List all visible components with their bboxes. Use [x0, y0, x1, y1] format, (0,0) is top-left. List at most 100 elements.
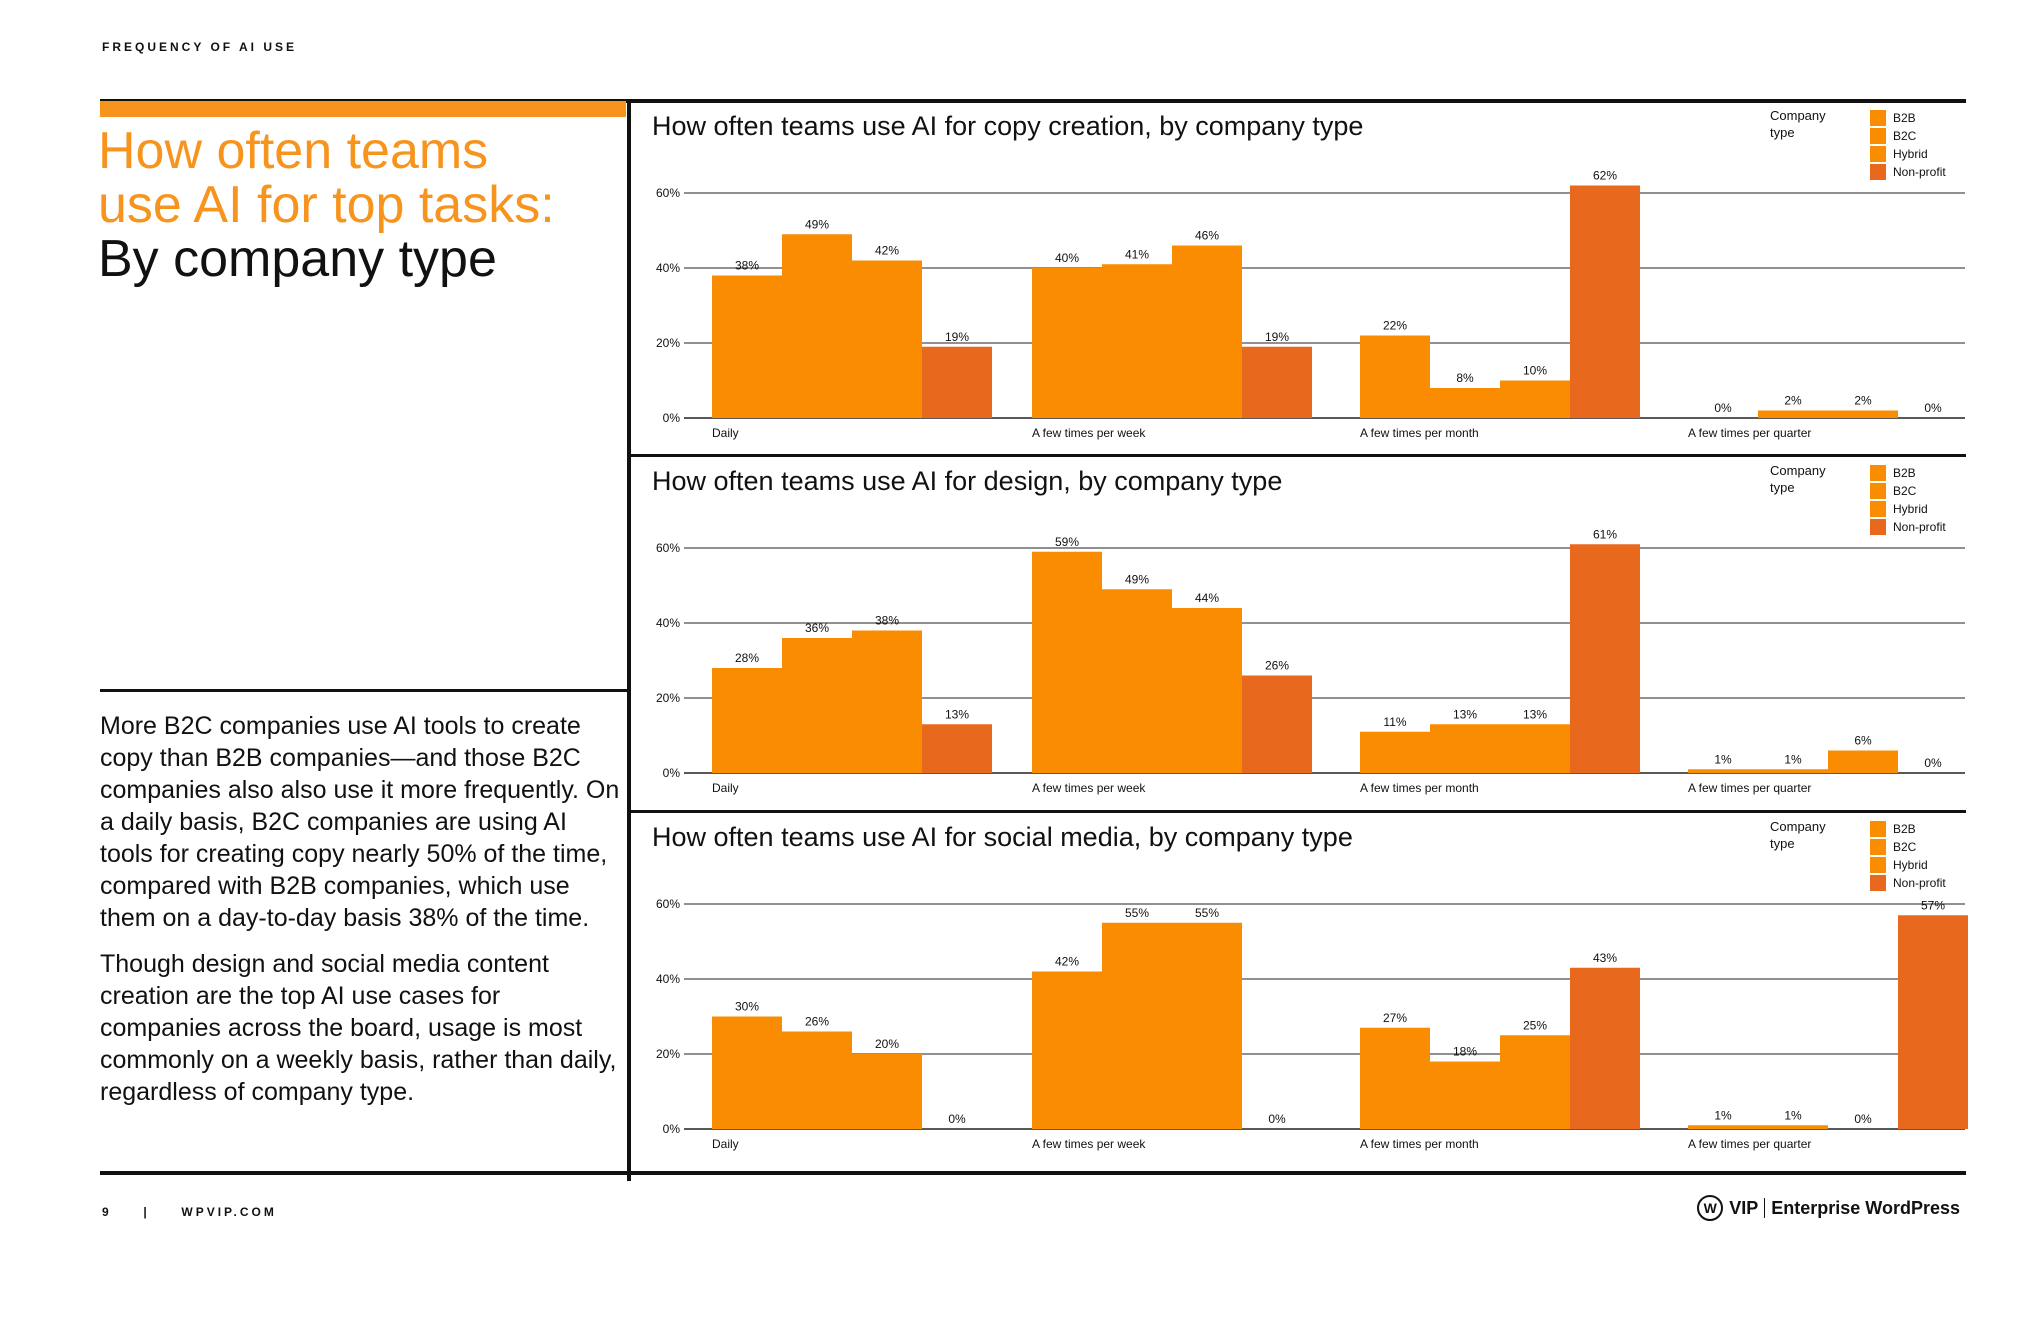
legend-title: type — [1770, 480, 1795, 495]
x-category-label: A few times per month — [1360, 1137, 1479, 1151]
bar-b2c-1 — [1102, 589, 1172, 773]
text-divider — [100, 689, 627, 692]
legend-label: B2C — [1893, 129, 1917, 143]
page-headline: How often teams use AI for top tasks: By… — [98, 124, 555, 286]
data-label: 28% — [735, 651, 759, 665]
bar-b2b-3 — [1688, 769, 1758, 773]
legend-swatch — [1870, 146, 1886, 162]
x-category-label: A few times per week — [1032, 426, 1146, 440]
bar-b2b-2 — [1360, 1027, 1430, 1129]
data-label: 62% — [1593, 169, 1617, 183]
bar-b2c-3 — [1758, 1125, 1828, 1129]
accent-bar — [100, 101, 626, 117]
body-paragraph-2: Though design and social media content c… — [100, 950, 617, 1106]
data-label: 0% — [1924, 756, 1942, 770]
data-label: 1% — [1784, 752, 1802, 766]
legend-label: Hybrid — [1893, 502, 1928, 516]
bar-b2c-2 — [1430, 724, 1500, 773]
legend-swatch — [1870, 857, 1886, 873]
bar-hybrid-1 — [1172, 922, 1242, 1129]
data-label: 27% — [1383, 1011, 1407, 1025]
bar-b2b-1 — [1032, 268, 1102, 418]
legend-title: type — [1770, 836, 1795, 851]
bar-hybrid-2 — [1500, 1035, 1570, 1129]
data-label: 0% — [948, 1112, 966, 1126]
footer-site[interactable]: WPVIP.COM — [181, 1205, 277, 1219]
bar-b2c-0 — [782, 638, 852, 773]
legend-swatch — [1870, 465, 1886, 481]
data-label: 20% — [875, 1037, 899, 1051]
data-label: 40% — [1055, 251, 1079, 265]
legend-title: type — [1770, 125, 1795, 140]
data-label: 36% — [805, 621, 829, 635]
y-tick-label: 60% — [656, 897, 680, 911]
data-label: 59% — [1055, 535, 1079, 549]
chart-title: How often teams use AI for copy creation… — [652, 111, 1363, 141]
data-label: 0% — [1714, 401, 1732, 415]
footer-separator: | — [143, 1205, 150, 1219]
y-tick-label: 20% — [656, 336, 680, 350]
chart-title: How often teams use AI for social media,… — [652, 822, 1353, 852]
brand-vip: VIP — [1729, 1197, 1759, 1218]
bar-non-profit-3 — [1898, 915, 1968, 1129]
chart-divider-1 — [631, 454, 1966, 457]
data-label: 57% — [1921, 898, 1945, 912]
brand-logo[interactable]: W VIP Enterprise WordPress — [1697, 1195, 1960, 1221]
data-label: 1% — [1784, 1108, 1802, 1122]
brand-separator — [1764, 1198, 1766, 1218]
bar-b2b-0 — [712, 275, 782, 418]
x-category-label: A few times per week — [1032, 1137, 1146, 1151]
bar-b2c-3 — [1758, 769, 1828, 773]
bar-b2b-1 — [1032, 971, 1102, 1129]
data-label: 49% — [805, 217, 829, 231]
legend-swatch — [1870, 821, 1886, 837]
data-label: 55% — [1125, 906, 1149, 920]
y-tick-label: 0% — [663, 1122, 681, 1136]
bar-b2b-0 — [712, 1016, 782, 1129]
bar-b2b-0 — [712, 668, 782, 773]
data-label: 0% — [1924, 401, 1942, 415]
y-tick-label: 20% — [656, 1047, 680, 1061]
y-tick-label: 40% — [656, 616, 680, 630]
bar-hybrid-1 — [1172, 608, 1242, 773]
legend-swatch — [1870, 164, 1886, 180]
bar-b2b-2 — [1360, 335, 1430, 418]
data-label: 25% — [1523, 1018, 1547, 1032]
bar-hybrid-2 — [1500, 380, 1570, 418]
x-category-label: A few times per month — [1360, 426, 1479, 440]
legend-label: Non-profit — [1893, 520, 1946, 534]
data-label: 0% — [1854, 1112, 1872, 1126]
legend-swatch — [1870, 483, 1886, 499]
data-label: 11% — [1383, 715, 1406, 729]
data-label: 18% — [1453, 1045, 1477, 1059]
data-label: 6% — [1854, 734, 1872, 748]
legend-label: Non-profit — [1893, 876, 1946, 890]
bar-b2b-3 — [1688, 1125, 1758, 1129]
legend-label: B2C — [1893, 840, 1917, 854]
legend-label: Hybrid — [1893, 147, 1928, 161]
data-label: 13% — [945, 707, 969, 721]
bar-non-profit-0 — [922, 346, 992, 418]
top-rule — [100, 99, 1966, 103]
bar-b2b-1 — [1032, 551, 1102, 773]
bar-b2c-0 — [782, 234, 852, 418]
headline-line-1: How often teams — [98, 122, 489, 180]
legend-swatch — [1870, 501, 1886, 517]
data-label: 19% — [945, 330, 969, 344]
brand-tagline: Enterprise WordPress — [1771, 1197, 1960, 1218]
data-label: 26% — [1265, 659, 1289, 673]
bar-non-profit-2 — [1570, 967, 1640, 1129]
chart-social-media: How often teams use AI for social media,… — [652, 819, 1968, 1151]
legend-label: B2B — [1893, 111, 1916, 125]
y-tick-label: 20% — [656, 691, 680, 705]
bar-b2b-2 — [1360, 731, 1430, 773]
bar-non-profit-2 — [1570, 544, 1640, 773]
x-category-label: A few times per week — [1032, 781, 1146, 795]
bottom-rule — [100, 1171, 1966, 1175]
data-label: 22% — [1383, 319, 1407, 333]
data-label: 42% — [1055, 955, 1079, 969]
data-label: 2% — [1854, 394, 1872, 408]
bar-b2c-1 — [1102, 264, 1172, 418]
page-number: 9 — [102, 1205, 112, 1219]
chart-copy-creation: How often teams use AI for copy creation… — [652, 108, 1965, 440]
